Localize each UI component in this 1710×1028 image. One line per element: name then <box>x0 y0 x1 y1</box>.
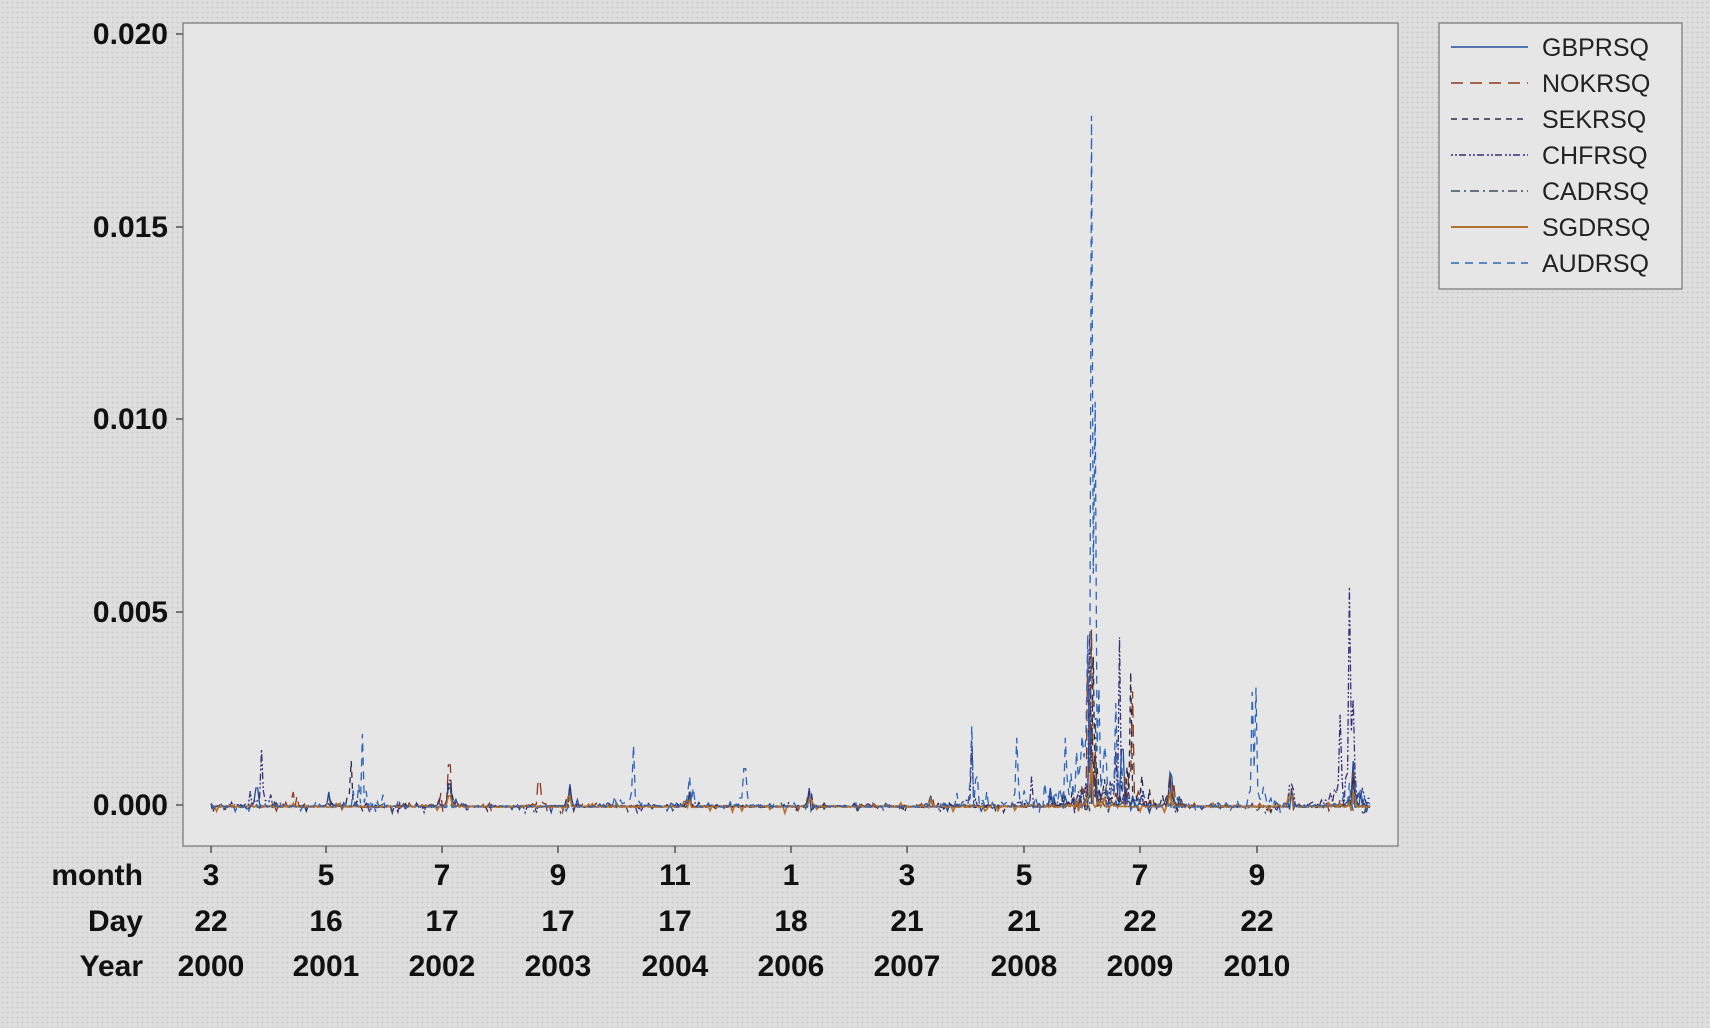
x-tick-label-month: 7 <box>434 859 451 892</box>
x-tick-label-year: 2009 <box>1107 950 1174 983</box>
x-tick-label-year: 2006 <box>758 950 825 983</box>
series-line-audrsq <box>210 115 1371 815</box>
y-tick-label: 0.000 <box>93 789 168 822</box>
x-tick-label-year: 2008 <box>991 950 1058 983</box>
legend-box <box>1438 22 1683 290</box>
plot-area <box>182 22 1399 847</box>
x-tick-label-day: 22 <box>194 905 227 938</box>
x-tick-label-month: 7 <box>1132 859 1149 892</box>
x-tick-label-day: 22 <box>1240 905 1273 938</box>
x-tick-label-day: 21 <box>1007 905 1040 938</box>
x-tick-label-day: 22 <box>1123 905 1156 938</box>
legend-label-cadrsq: CADRSQ <box>1542 178 1649 206</box>
x-tick-label-year: 2007 <box>874 950 941 983</box>
x-tick-label-year: 2002 <box>409 950 476 983</box>
x-tick-label-month: 9 <box>1249 859 1266 892</box>
x-tick-label-year: 2004 <box>642 950 709 983</box>
x-tick-label-day: 17 <box>541 905 574 938</box>
x-tick-label-day: 16 <box>309 905 342 938</box>
x-tick-label-month: 1 <box>783 859 800 892</box>
legend-label-audrsq: AUDRSQ <box>1542 250 1649 278</box>
y-tick-label: 0.005 <box>93 596 168 629</box>
x-tick-label-day: 21 <box>890 905 923 938</box>
legend-label-nokrsq: NOKRSQ <box>1542 70 1650 98</box>
x-tick-label-month: 3 <box>203 859 220 892</box>
y-tick-label: 0.015 <box>93 211 168 244</box>
x-tick-label-year: 2001 <box>293 950 360 983</box>
series-lines <box>210 115 1371 816</box>
y-axis: 0.000 0.005 0.010 0.015 0.020 <box>93 18 183 822</box>
legend-label-gbprsq: GBPRSQ <box>1542 34 1649 62</box>
y-tick-label: 0.020 <box>93 18 168 51</box>
legend-label-sekrsq: SEKRSQ <box>1542 106 1646 134</box>
legend: GBPRSQ NOKRSQ SEKRSQ CHFRSQ CADRSQ SGDRSQ AUDR… <box>1438 22 1683 290</box>
series-line-nokrsq <box>210 629 1371 815</box>
x-tick-label-day: 17 <box>658 905 691 938</box>
x-tick-label-year: 2000 <box>178 950 245 983</box>
x-tick-label-month: 3 <box>899 859 916 892</box>
x-axis: month Day Year 3222000516200171720029172… <box>51 846 1290 983</box>
x-tick-label-month: 5 <box>318 859 335 892</box>
x-row-name-month: month <box>51 859 143 892</box>
x-tick-label-month: 5 <box>1016 859 1033 892</box>
x-tick-label-day: 18 <box>774 905 807 938</box>
x-tick-label-month: 9 <box>550 859 567 892</box>
x-tick-label-year: 2003 <box>525 950 592 983</box>
x-row-name-year: Year <box>80 950 144 983</box>
x-row-name-day: Day <box>88 905 143 938</box>
legend-label-sgdrsq: SGDRSQ <box>1542 214 1650 242</box>
y-tick-label: 0.010 <box>93 403 168 436</box>
x-tick-label-day: 17 <box>425 905 458 938</box>
x-tick-label-month: 11 <box>659 859 691 892</box>
x-tick-label-year: 2010 <box>1224 950 1291 983</box>
legend-label-chfrsq: CHFRSQ <box>1542 142 1648 170</box>
